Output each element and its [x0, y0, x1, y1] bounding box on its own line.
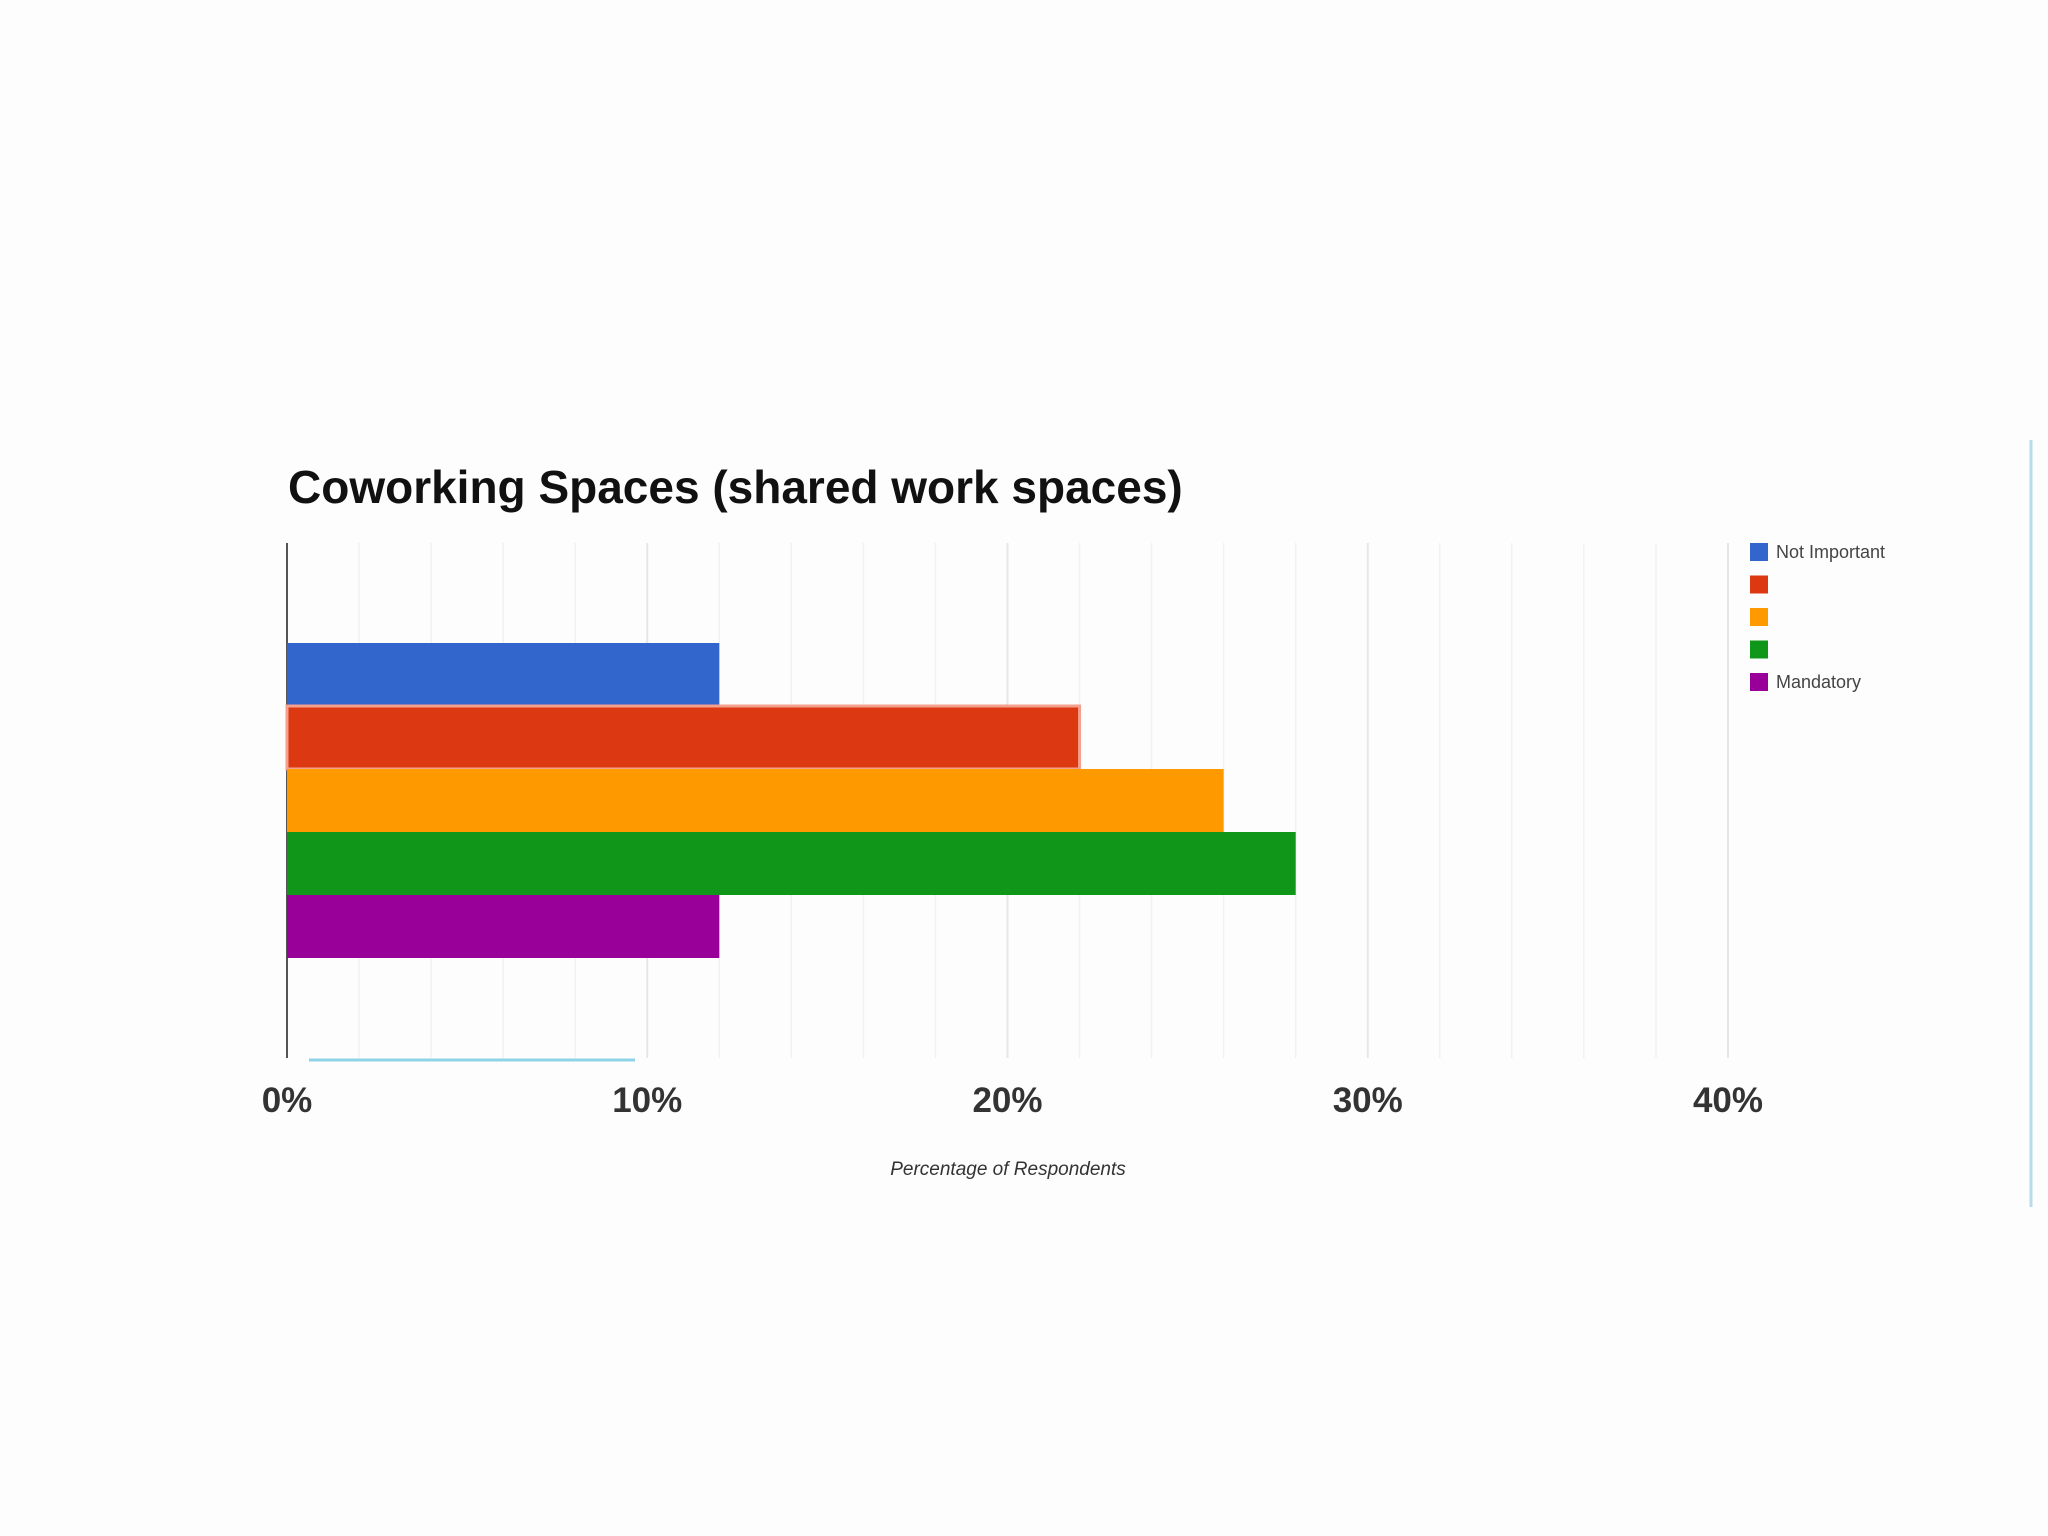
- x-tick-label: 40%: [1693, 1081, 1763, 1120]
- bar: [287, 895, 720, 958]
- x-tick-label: 10%: [612, 1081, 682, 1120]
- chart-title: Coworking Spaces (shared work spaces): [288, 461, 1183, 513]
- bar: [287, 643, 720, 706]
- bar: [285, 704, 1082, 771]
- x-tick-label: 20%: [972, 1081, 1042, 1120]
- legend-swatch: [1750, 608, 1768, 626]
- x-tick-label: 0%: [262, 1081, 313, 1120]
- x-axis-label: Percentage of Respondents: [890, 1159, 1126, 1180]
- legend-swatch: [1750, 575, 1768, 594]
- legend-label: Not Important: [1776, 542, 1885, 562]
- bar: [287, 832, 1296, 895]
- legend-swatch: [1750, 543, 1768, 561]
- legend-swatch: [1750, 640, 1768, 659]
- x-tick-labels: 0% 10% 20% 30% 40%: [262, 1081, 1763, 1120]
- legend: Not Important Mandatory: [1750, 542, 1885, 692]
- bar: [287, 769, 1224, 832]
- legend-swatch: [1750, 673, 1768, 691]
- legend-label: Mandatory: [1776, 672, 1861, 692]
- bars: [285, 643, 1296, 958]
- x-tick-label: 30%: [1333, 1081, 1403, 1120]
